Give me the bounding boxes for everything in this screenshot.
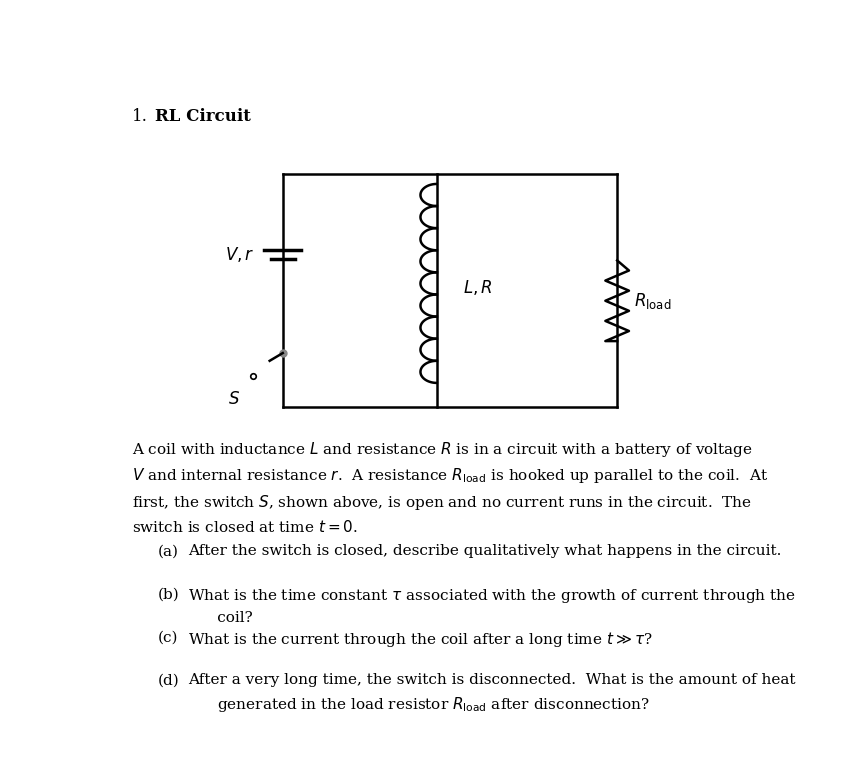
Text: After the switch is closed, describe qualitatively what happens in the circuit.: After the switch is closed, describe qua…: [188, 544, 781, 558]
Text: $R_{\mathrm{load}}$: $R_{\mathrm{load}}$: [634, 291, 671, 310]
Text: What is the current through the coil after a long time $t \gg \tau$?: What is the current through the coil aft…: [188, 630, 652, 650]
Text: (b): (b): [158, 587, 180, 601]
Text: $S$: $S$: [228, 390, 240, 407]
Text: What is the time constant $\tau$ associated with the growth of current through t: What is the time constant $\tau$ associa…: [188, 587, 795, 625]
Text: $V, r$: $V, r$: [225, 245, 255, 264]
Text: A coil with inductance $L$ and resistance $R$ is in a circuit with a battery of : A coil with inductance $L$ and resistanc…: [132, 440, 768, 535]
Text: 1.: 1.: [132, 108, 148, 125]
Text: (a): (a): [158, 544, 179, 558]
Text: (c): (c): [158, 630, 179, 644]
Text: (d): (d): [158, 674, 180, 688]
Text: RL Circuit: RL Circuit: [155, 108, 250, 125]
Text: $L, R$: $L, R$: [463, 278, 493, 296]
Text: After a very long time, the switch is disconnected.  What is the amount of heat
: After a very long time, the switch is di…: [188, 674, 795, 714]
